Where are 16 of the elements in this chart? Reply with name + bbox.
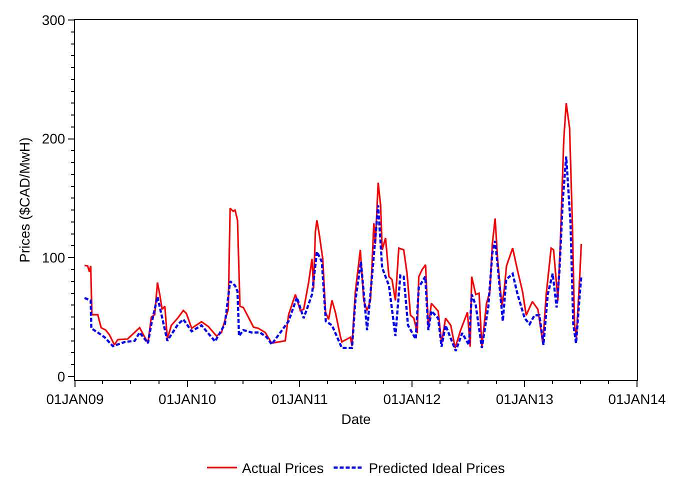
y-tick-label: 100 [42, 250, 66, 266]
x-tick-label: 01JAN09 [46, 390, 104, 407]
line-series [83, 156, 582, 352]
legend-label: Predicted Ideal Prices [368, 460, 505, 476]
line-series [84, 102, 582, 349]
x-tick-label: 01JAN13 [496, 390, 554, 407]
y-tick-label: 300 [42, 12, 66, 28]
x-tick-label: 01JAN11 [271, 390, 328, 407]
legend-label: Actual Prices [242, 460, 324, 476]
y-tick-label: 200 [42, 130, 66, 147]
y-axis-title: Prices ($CAD/MwH) [16, 137, 32, 263]
x-tick-label: 01JAN14 [608, 390, 666, 407]
x-tick-label: 01JAN10 [158, 390, 216, 407]
x-tick-label: 01JAN12 [383, 390, 442, 407]
x-axis-title: Date [341, 411, 371, 428]
y-tick-label: 0 [57, 368, 66, 384]
